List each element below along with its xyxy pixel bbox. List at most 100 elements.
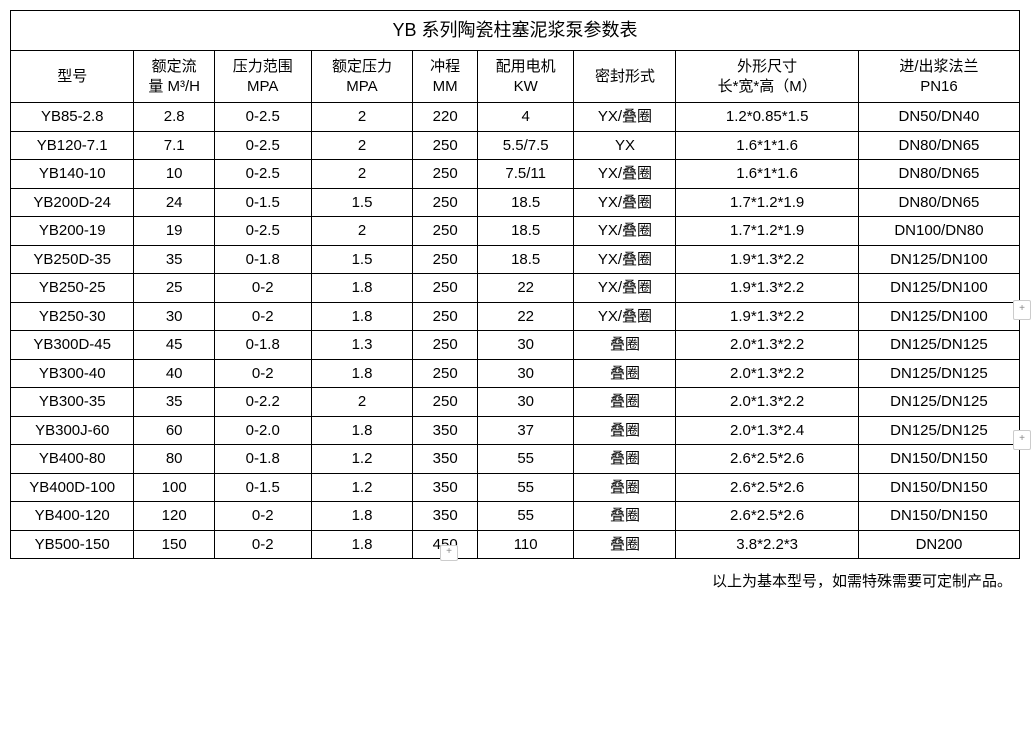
column-header-line2: PN16	[861, 77, 1017, 97]
table-cell: DN125/DN100	[858, 274, 1019, 303]
table-cell: 250	[413, 388, 477, 417]
table-cell: 250	[413, 274, 477, 303]
table-cell: YB250-25	[11, 274, 134, 303]
table-cell: YX/叠圈	[574, 160, 676, 189]
table-cell: 30	[477, 388, 574, 417]
table-cell: 叠圈	[574, 502, 676, 531]
table-cell: YB300-35	[11, 388, 134, 417]
table-cell: YX/叠圈	[574, 217, 676, 246]
table-row: YB200D-24240-1.51.525018.5YX/叠圈1.7*1.2*1…	[11, 188, 1020, 217]
table-cell: 1.8	[311, 302, 413, 331]
table-cell: 0-2	[214, 530, 311, 559]
table-cell: 0-2	[214, 359, 311, 388]
footnote-text: 以上为基本型号，如需特殊需要可定制产品。	[10, 570, 1020, 591]
table-row: YB400-1201200-21.835055叠圈2.6*2.5*2.6DN15…	[11, 502, 1020, 531]
table-cell: 30	[134, 302, 215, 331]
table-cell: 1.3	[311, 331, 413, 360]
table-body: YB85-2.82.80-2.522204YX/叠圈1.2*0.85*1.5DN…	[11, 103, 1020, 559]
table-cell: YX/叠圈	[574, 103, 676, 132]
table-cell: DN125/DN125	[858, 416, 1019, 445]
table-cell: 0-2	[214, 274, 311, 303]
table-cell: 1.5	[311, 188, 413, 217]
column-header: 型号	[11, 51, 134, 103]
table-cell: 5.5/7.5	[477, 131, 574, 160]
table-cell: DN150/DN150	[858, 473, 1019, 502]
table-cell: 0-1.5	[214, 473, 311, 502]
table-cell: YB250-30	[11, 302, 134, 331]
parameter-table: YB 系列陶瓷柱塞泥浆泵参数表 型号额定流量 M³/H压力范围MPA额定压力MP…	[10, 10, 1020, 559]
table-cell: DN200	[858, 530, 1019, 559]
table-cell: YB250D-35	[11, 245, 134, 274]
table-cell: DN100/DN80	[858, 217, 1019, 246]
table-cell: YB300J-60	[11, 416, 134, 445]
table-cell: 3.8*2.2*3	[676, 530, 858, 559]
table-cell: 80	[134, 445, 215, 474]
table-cell: DN125/DN100	[858, 302, 1019, 331]
table-cell: DN80/DN65	[858, 188, 1019, 217]
table-cell: 18.5	[477, 245, 574, 274]
table-cell: 55	[477, 445, 574, 474]
table-cell: 0-1.8	[214, 445, 311, 474]
table-row: YB85-2.82.80-2.522204YX/叠圈1.2*0.85*1.5DN…	[11, 103, 1020, 132]
table-cell: YB400D-100	[11, 473, 134, 502]
column-header-line1: 冲程	[415, 57, 474, 77]
table-cell: YX/叠圈	[574, 302, 676, 331]
column-header: 额定流量 M³/H	[134, 51, 215, 103]
table-cell: YB400-80	[11, 445, 134, 474]
table-row: YB300J-60600-2.01.835037叠圈2.0*1.3*2.4DN1…	[11, 416, 1020, 445]
table-cell: 35	[134, 388, 215, 417]
column-header: 冲程MM	[413, 51, 477, 103]
table-row: YB300D-45450-1.81.325030叠圈2.0*1.3*2.2DN1…	[11, 331, 1020, 360]
table-cell: 30	[477, 359, 574, 388]
table-cell: 250	[413, 131, 477, 160]
table-cell: 1.5	[311, 245, 413, 274]
table-cell: 0-2.5	[214, 131, 311, 160]
column-header-line1: 额定压力	[314, 57, 411, 77]
table-cell: 2	[311, 131, 413, 160]
table-row: YB500-1501500-21.8450110叠圈3.8*2.2*3DN200	[11, 530, 1020, 559]
column-header-line1: 压力范围	[217, 57, 309, 77]
column-header-line1: 配用电机	[480, 57, 572, 77]
table-cell: 350	[413, 502, 477, 531]
table-cell: 2.0*1.3*2.2	[676, 359, 858, 388]
column-header-line2: 长*宽*高（M）	[678, 77, 855, 97]
table-cell: 10	[134, 160, 215, 189]
table-cell: 叠圈	[574, 359, 676, 388]
table-cell: 350	[413, 445, 477, 474]
table-cell: 7.1	[134, 131, 215, 160]
table-cell: YB300-40	[11, 359, 134, 388]
table-cell: 18.5	[477, 217, 574, 246]
table-cell: 0-2	[214, 302, 311, 331]
table-row: YB300-40400-21.825030叠圈2.0*1.3*2.2DN125/…	[11, 359, 1020, 388]
table-cell: DN150/DN150	[858, 445, 1019, 474]
table-cell: 叠圈	[574, 530, 676, 559]
table-cell: DN125/DN125	[858, 359, 1019, 388]
scroll-plus-icon[interactable]: +	[1013, 430, 1031, 450]
table-row: YB200-19190-2.5225018.5YX/叠圈1.7*1.2*1.9D…	[11, 217, 1020, 246]
table-cell: 24	[134, 188, 215, 217]
table-cell: 110	[477, 530, 574, 559]
table-cell: 0-2.5	[214, 103, 311, 132]
table-cell: 1.6*1*1.6	[676, 160, 858, 189]
table-cell: YX/叠圈	[574, 245, 676, 274]
table-cell: 叠圈	[574, 473, 676, 502]
table-cell: 250	[413, 188, 477, 217]
column-header-line2: KW	[480, 77, 572, 97]
table-row: YB250-30300-21.825022YX/叠圈1.9*1.3*2.2DN1…	[11, 302, 1020, 331]
table-cell: 0-2.0	[214, 416, 311, 445]
resize-handle-icon[interactable]: +	[440, 545, 458, 561]
table-cell: 1.2*0.85*1.5	[676, 103, 858, 132]
table-cell: 40	[134, 359, 215, 388]
table-cell: YB200D-24	[11, 188, 134, 217]
table-cell: YB120-7.1	[11, 131, 134, 160]
table-cell: 220	[413, 103, 477, 132]
table-cell: 0-1.8	[214, 331, 311, 360]
table-cell: 350	[413, 416, 477, 445]
table-row: YB300-35350-2.2225030叠圈2.0*1.3*2.2DN125/…	[11, 388, 1020, 417]
table-cell: 22	[477, 302, 574, 331]
column-header: 额定压力MPA	[311, 51, 413, 103]
scroll-plus-icon[interactable]: +	[1013, 300, 1031, 320]
table-cell: YB85-2.8	[11, 103, 134, 132]
table-cell: 19	[134, 217, 215, 246]
column-header-line1: 进/出浆法兰	[861, 57, 1017, 77]
